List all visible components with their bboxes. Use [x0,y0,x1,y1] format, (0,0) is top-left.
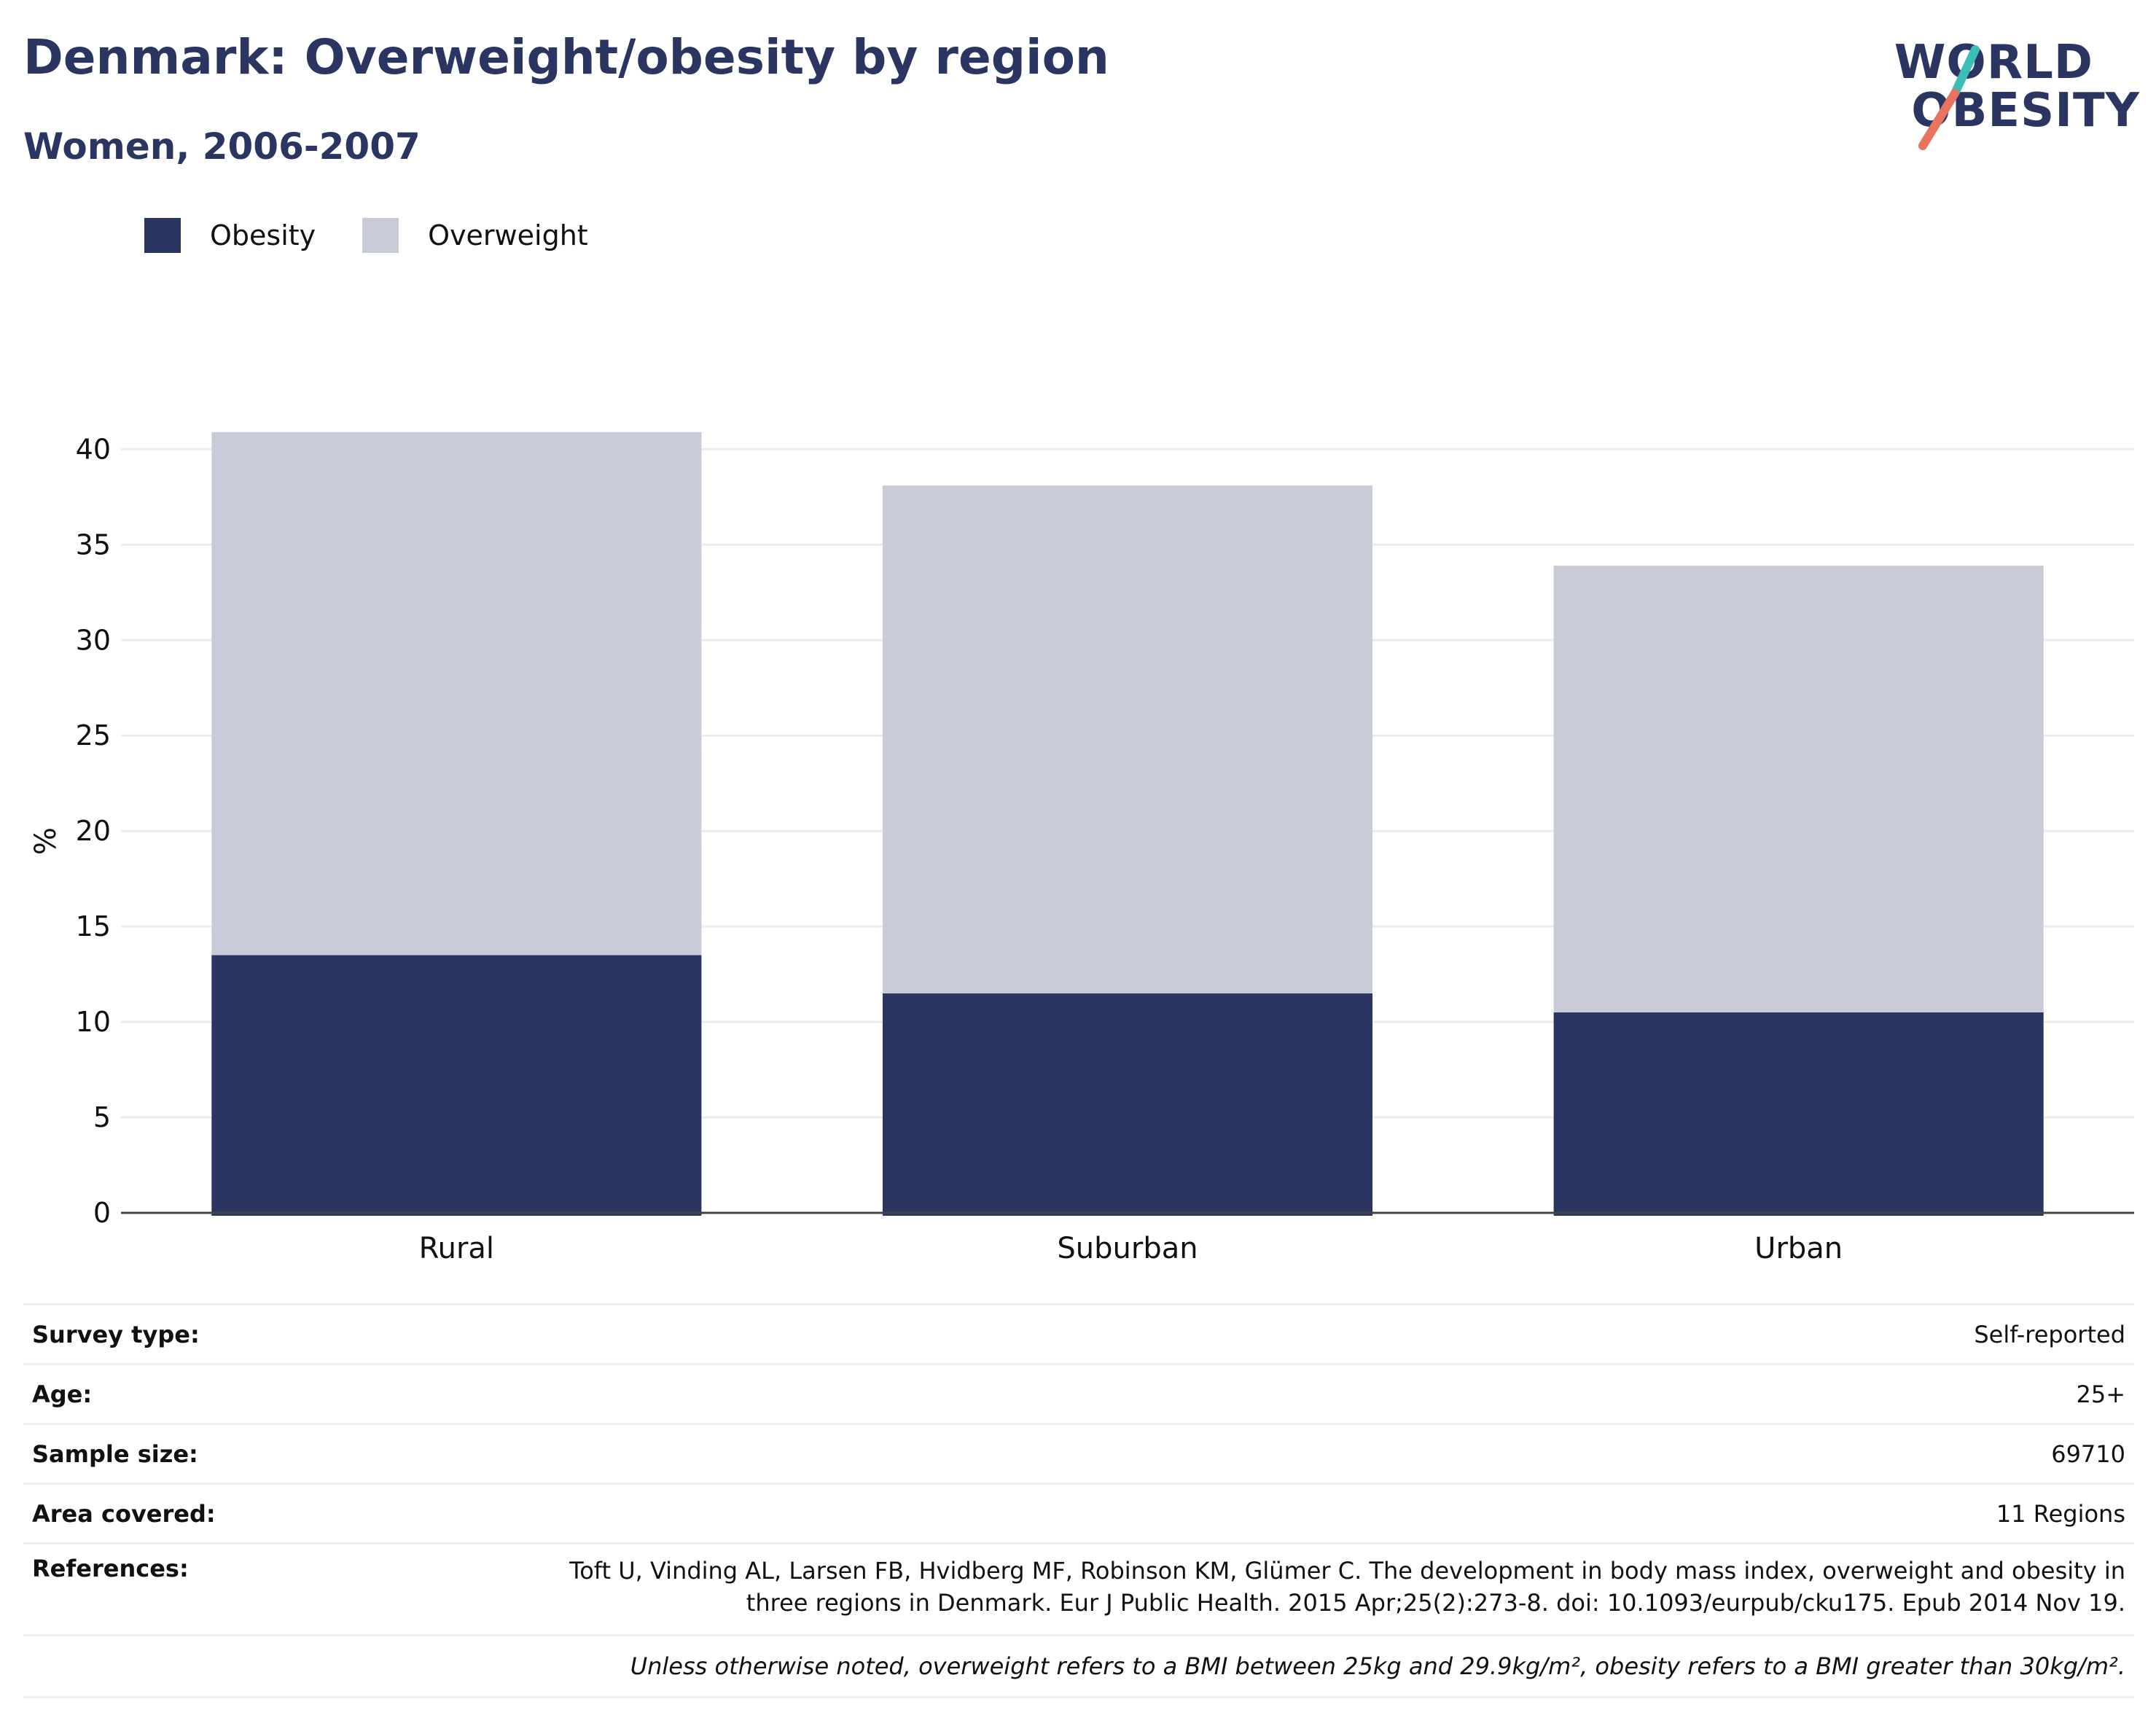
bar-overweight-suburban [882,485,1373,993]
info-row-age: Age: 25+ [23,1363,2134,1423]
y-tick-label: 5 [93,1101,111,1133]
logo-text-world: WORLD [1894,36,2093,90]
legend-swatch-obesity [144,218,181,253]
y-tick-label: 30 [76,624,111,656]
y-tick-label: 20 [76,815,111,847]
legend-swatch-overweight [362,218,399,253]
chart-subtitle: Women, 2006-2007 [23,125,421,168]
y-tick-label: 25 [76,719,111,751]
bar-overweight-rural [211,431,702,956]
reference-line-1: Toft U, Vinding AL, Larsen FB, Hvidberg … [569,1557,2125,1585]
legend-label-overweight: Overweight [428,219,588,251]
legend-item-overweight: Overweight [362,218,588,253]
info-label: Sample size: [32,1440,198,1468]
info-label: Area covered: [32,1499,216,1528]
bar-obesity-suburban [882,993,1373,1216]
info-value: 11 Regions [1996,1499,2125,1528]
info-label: Age: [32,1380,93,1408]
info-value-references: Toft U, Vinding AL, Larsen FB, Hvidberg … [569,1555,2125,1634]
legend-label-obesity: Obesity [210,219,316,251]
logo-slash-icon [1918,45,1980,150]
y-tick-label: 0 [93,1197,111,1229]
bar-obesity-rural [211,955,702,1216]
info-value: 69710 [2051,1440,2125,1468]
x-tick-label: Rural [419,1232,494,1265]
bar-overweight-urban [1553,566,2044,1012]
info-row-area-covered: Area covered: 11 Regions [23,1483,2134,1542]
bar-obesity-urban [1553,1012,2044,1216]
info-value: Self-reported [1974,1320,2125,1348]
chart-title: Denmark: Overweight/obesity by region [23,29,1109,85]
reference-line-2: three regions in Denmark. Eur J Public H… [746,1589,2125,1617]
info-row-references: References: Toft U, Vinding AL, Larsen F… [23,1542,2134,1634]
legend-item-obesity: Obesity [144,218,316,253]
survey-info-table: Survey type: Self-reported Age: 25+ Samp… [23,1303,2134,1698]
info-label: References: [32,1555,189,1582]
bmi-definition-note: Unless otherwise noted, overweight refer… [23,1634,2134,1698]
world-obesity-logo: WORLD OBESITY [1894,35,2140,152]
x-tick-label: Urban [1754,1232,1843,1265]
bar-chart: 0 5 10 15 20 25 30 35 40% Rural Suburban Urban [29,431,2134,1265]
info-row-sample-size: Sample size: 69710 [23,1423,2134,1483]
info-row-survey-type: Survey type: Self-reported [23,1303,2134,1363]
y-tick-label: 10 [76,1006,111,1038]
legend: Obesity Overweight [144,217,635,254]
info-label: Survey type: [32,1320,200,1348]
y-tick-label: 35 [76,528,111,561]
y-tick-label: 15 [76,910,111,942]
y-tick-label: 40 [76,433,111,465]
info-value: 25+ [2076,1380,2125,1408]
y-axis-label: % [29,827,63,855]
x-tick-label: Suburban [1057,1232,1198,1265]
